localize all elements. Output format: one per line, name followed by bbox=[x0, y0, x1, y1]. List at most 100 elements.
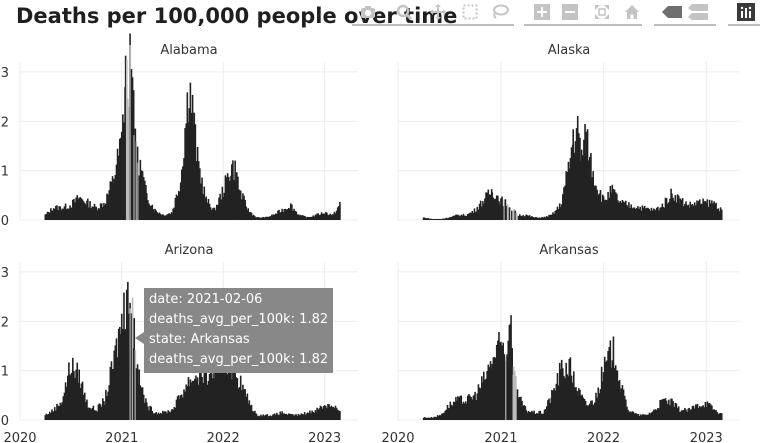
data-bar bbox=[686, 411, 688, 420]
autoscale-icon[interactable] bbox=[592, 2, 612, 22]
data-bar bbox=[539, 218, 542, 220]
data-bar bbox=[481, 206, 483, 220]
data-bar bbox=[310, 413, 312, 420]
data-bar bbox=[568, 168, 571, 220]
data-bar bbox=[445, 409, 448, 420]
data-bar bbox=[133, 318, 136, 420]
data-bar bbox=[222, 366, 224, 420]
data-bar bbox=[493, 199, 496, 220]
data-bar bbox=[265, 414, 268, 420]
data-bar bbox=[289, 413, 291, 420]
data-bar bbox=[221, 354, 224, 420]
box-select-icon[interactable] bbox=[460, 2, 480, 22]
data-bar bbox=[633, 413, 636, 420]
data-bar bbox=[195, 160, 198, 220]
data-bar bbox=[321, 408, 324, 420]
data-bar bbox=[336, 207, 339, 220]
data-bar bbox=[638, 416, 641, 420]
data-bar bbox=[168, 411, 171, 420]
data-bar bbox=[311, 410, 313, 420]
data-bar bbox=[53, 208, 56, 220]
data-bar bbox=[329, 213, 332, 220]
data-bar bbox=[131, 77, 134, 220]
data-bar bbox=[549, 403, 551, 420]
zoom-in-icon[interactable] bbox=[532, 2, 552, 22]
data-bar bbox=[95, 206, 97, 220]
data-bar bbox=[135, 368, 138, 420]
data-bar bbox=[524, 406, 527, 420]
data-bar bbox=[649, 210, 652, 220]
data-bar bbox=[587, 160, 590, 220]
data-bar bbox=[629, 207, 631, 220]
data-bar bbox=[594, 185, 596, 220]
data-bar bbox=[74, 377, 76, 420]
data-bar bbox=[158, 413, 161, 420]
data-bar bbox=[109, 367, 112, 420]
data-bar bbox=[250, 404, 253, 420]
data-bar bbox=[535, 216, 537, 220]
data-bar bbox=[606, 360, 608, 420]
data-bar bbox=[263, 218, 266, 220]
data-bar bbox=[251, 411, 254, 420]
data-bar bbox=[506, 204, 509, 220]
data-bar bbox=[233, 179, 235, 220]
data-bar bbox=[334, 213, 337, 220]
data-bar bbox=[435, 218, 438, 220]
data-bar bbox=[634, 209, 637, 220]
pan-icon[interactable] bbox=[428, 2, 448, 22]
data-bar bbox=[128, 313, 130, 420]
data-bar bbox=[569, 357, 572, 420]
data-bar bbox=[208, 203, 211, 220]
data-bar bbox=[650, 207, 653, 220]
data-bar bbox=[91, 206, 94, 220]
data-bar bbox=[703, 201, 706, 220]
data-bar bbox=[58, 406, 60, 420]
data-bar bbox=[488, 194, 491, 220]
x-tick-label: 2022 bbox=[207, 431, 240, 443]
data-bar bbox=[312, 215, 315, 220]
data-bar bbox=[525, 214, 528, 220]
data-bar bbox=[44, 214, 47, 220]
data-bar bbox=[659, 207, 661, 220]
data-bar bbox=[202, 382, 204, 420]
data-bar bbox=[463, 215, 466, 220]
zoom-out-icon[interactable] bbox=[560, 2, 580, 22]
data-bar bbox=[318, 408, 321, 420]
data-bar bbox=[716, 412, 719, 420]
data-bar bbox=[247, 208, 250, 220]
data-bar bbox=[520, 215, 522, 220]
data-bar bbox=[562, 368, 564, 420]
data-bar bbox=[220, 199, 223, 220]
plotly-logo-icon[interactable] bbox=[736, 2, 756, 22]
camera-icon[interactable] bbox=[358, 2, 378, 22]
x-tick-label: 2022 bbox=[587, 431, 620, 443]
data-bar bbox=[302, 215, 305, 220]
data-bar bbox=[124, 55, 127, 220]
lasso-icon[interactable] bbox=[490, 2, 510, 22]
zoom-icon[interactable] bbox=[394, 2, 414, 22]
data-bar bbox=[607, 351, 609, 420]
data-bar bbox=[521, 400, 523, 420]
data-bar bbox=[581, 155, 584, 220]
data-bar bbox=[475, 211, 477, 220]
data-bar bbox=[455, 214, 457, 220]
data-bar bbox=[682, 206, 685, 220]
home-icon[interactable] bbox=[622, 2, 642, 22]
data-bar bbox=[150, 406, 152, 420]
data-bar bbox=[648, 412, 651, 420]
hover-closest-icon[interactable] bbox=[662, 2, 682, 22]
data-bar bbox=[301, 414, 304, 420]
hover-compare-icon[interactable] bbox=[688, 2, 708, 22]
data-bar bbox=[535, 413, 537, 420]
data-bar bbox=[431, 219, 433, 220]
data-bar bbox=[529, 216, 532, 220]
data-bar bbox=[102, 398, 104, 420]
data-bar bbox=[140, 387, 143, 420]
data-bar bbox=[531, 410, 533, 420]
data-bar bbox=[645, 414, 647, 420]
data-bar bbox=[602, 372, 605, 420]
data-bar bbox=[460, 395, 463, 420]
data-bar bbox=[323, 213, 326, 220]
data-bar bbox=[291, 204, 293, 220]
